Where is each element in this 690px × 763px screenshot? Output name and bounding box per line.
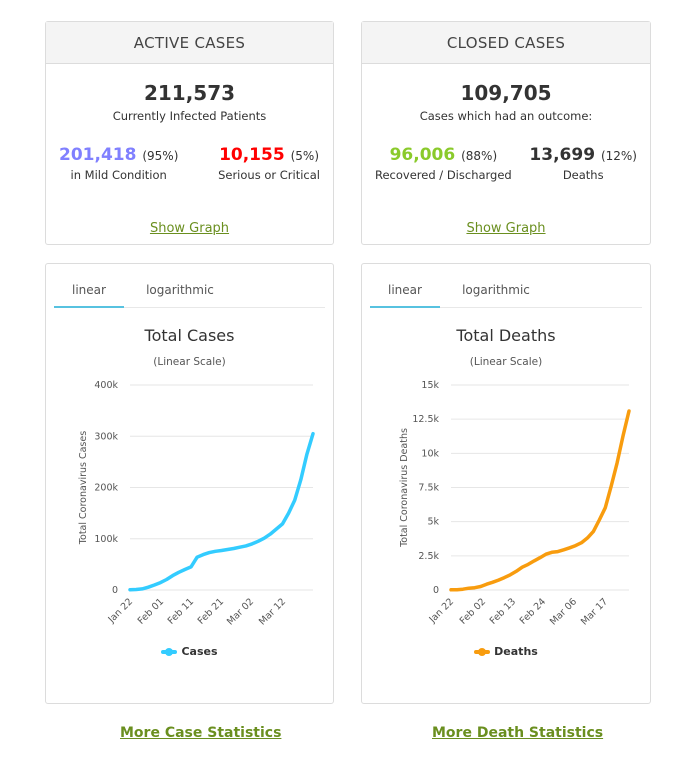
deaths-x-tick-label: Mar 06: [548, 596, 579, 627]
mild-value: 201,418: [59, 145, 137, 165]
critical-percent: (5%): [290, 149, 319, 163]
active-cases-title: ACTIVE CASES: [46, 22, 333, 64]
critical-condition-stat: 10,155 (5%) Serious or Critical: [218, 145, 320, 182]
deaths-x-tick-label: Mar 17: [579, 596, 610, 627]
recovered-value: 96,006: [389, 145, 456, 165]
cases-line-chart: 0 100k 200k 300k 400k Total Coronavirus Cases…: [78, 380, 315, 627]
deaths-y-tick-label: 7.5k: [418, 483, 439, 494]
deaths-legend-label: Deaths: [494, 645, 538, 658]
recovered-stat: 96,006 (88%) Recovered / Discharged: [375, 145, 512, 182]
mild-label: in Mild Condition: [70, 168, 167, 182]
closed-show-graph-link[interactable]: Show Graph: [466, 221, 546, 236]
tab-cases-logarithmic[interactable]: logarithmic: [146, 283, 214, 297]
cases-x-tick-label: Mar 02: [225, 596, 256, 627]
mild-condition-stat: 201,418 (95%) in Mild Condition: [59, 145, 178, 182]
deaths-value: 13,699: [529, 145, 596, 165]
cases-chart-subtitle: (Linear Scale): [153, 356, 226, 368]
mild-percent: (95%): [142, 149, 179, 163]
closed-cases-total: 109,705: [460, 81, 552, 105]
more-case-statistics-link[interactable]: More Case Statistics: [120, 725, 282, 741]
total-deaths-chart-panel: linear logarithmic Total Deaths (Linear …: [361, 263, 651, 704]
deaths-series-line: [449, 409, 631, 592]
cases-y-tick-label: 100k: [94, 534, 118, 545]
deaths-x-tick-label: Jan 22: [427, 596, 457, 626]
total-cases-chart-panel: linear logarithmic Total Cases (Linear S…: [45, 263, 334, 704]
closed-cases-panel: CLOSED CASES 109,705 Cases which had an …: [361, 21, 651, 245]
deaths-y-tick-label: 10k: [421, 448, 439, 459]
cases-y-tick-label: 300k: [94, 431, 118, 442]
critical-value: 10,155: [219, 145, 285, 165]
deaths-line-chart: 0 2.5k 5k 7.5k 10k 12.5k 15k Total Coronavirus …: [399, 380, 631, 627]
cases-x-tick-label: Jan 22: [106, 596, 136, 626]
closed-cases-total-label: Cases which had an outcome:: [419, 109, 593, 123]
active-cases-total-label: Currently Infected Patients: [112, 109, 267, 123]
cases-x-tick-label: Mar 12: [257, 596, 288, 627]
critical-label: Serious or Critical: [218, 168, 320, 182]
cases-legend-label: Cases: [181, 645, 218, 658]
deaths-label: Deaths: [562, 168, 604, 182]
deaths-y-tick-label: 5k: [427, 517, 439, 528]
cases-series-line: [128, 431, 315, 592]
deaths-stat: 13,699 (12%) Deaths: [529, 145, 637, 182]
deaths-x-tick-label: Feb 13: [488, 596, 518, 626]
cases-x-tick-label: Feb 21: [196, 596, 226, 626]
deaths-y-axis-label: Total Coronavirus Deaths: [399, 428, 410, 548]
cases-x-tick-label: Feb 11: [166, 596, 196, 626]
cases-y-tick-label: 0: [112, 585, 118, 596]
active-cases-total: 211,573: [143, 81, 236, 105]
closed-cases-title: CLOSED CASES: [362, 22, 650, 64]
cases-chart-tabs: linear logarithmic: [54, 276, 325, 308]
deaths-y-tick-label: 0: [433, 585, 439, 596]
deaths-percent: (12%): [600, 149, 637, 163]
deaths-chart-title: Total Deaths: [456, 326, 556, 345]
closed-cases-breakdown: 96,006 (88%) Recovered / Discharged 13,6…: [362, 145, 650, 182]
deaths-chart-tabs: linear logarithmic: [370, 276, 642, 308]
deaths-x-tick-label: Feb 24: [518, 596, 548, 626]
deaths-y-tick-label: 2.5k: [418, 551, 439, 562]
deaths-x-tick-label: Feb 02: [458, 596, 488, 626]
cases-y-axis-label: Total Coronavirus Cases: [78, 431, 89, 545]
cases-chart-title: Total Cases: [144, 326, 235, 345]
deaths-legend[interactable]: Deaths: [362, 645, 650, 658]
tab-deaths-logarithmic[interactable]: logarithmic: [462, 283, 530, 297]
line-dot-icon: [474, 648, 491, 656]
tab-deaths-linear[interactable]: linear: [370, 276, 440, 308]
active-cases-panel: ACTIVE CASES 211,573 Currently Infected …: [45, 21, 334, 245]
recovered-percent: (88%): [461, 149, 498, 163]
more-death-statistics-link[interactable]: More Death Statistics: [432, 725, 604, 741]
cases-y-tick-label: 400k: [94, 380, 118, 391]
deaths-y-tick-label: 12.5k: [412, 414, 439, 425]
cases-legend[interactable]: Cases: [46, 645, 333, 658]
recovered-label: Recovered / Discharged: [375, 168, 512, 182]
tab-cases-linear[interactable]: linear: [54, 276, 124, 308]
active-show-graph-link[interactable]: Show Graph: [149, 221, 230, 236]
deaths-y-tick-label: 15k: [421, 380, 439, 391]
deaths-chart-subtitle: (Linear Scale): [469, 356, 543, 368]
cases-x-tick-label: Feb 01: [136, 596, 166, 626]
cases-y-tick-label: 200k: [94, 483, 118, 494]
line-dot-icon: [161, 648, 178, 656]
active-cases-breakdown: 201,418 (95%) in Mild Condition 10,155 (…: [46, 145, 333, 182]
